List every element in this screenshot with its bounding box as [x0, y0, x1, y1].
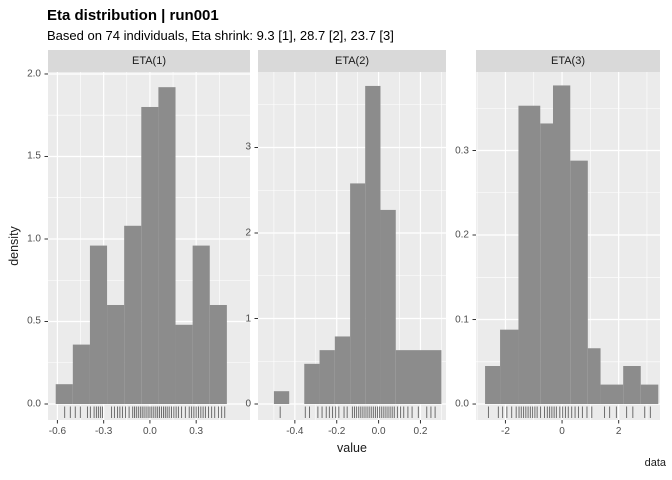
- y-tick-label: 0.0: [27, 398, 41, 410]
- histogram-bar: [55, 384, 73, 404]
- x-tick-label: 0.0: [142, 426, 157, 437]
- x-tick-label: 0: [559, 426, 565, 437]
- y-tick-label: 0.3: [455, 145, 469, 156]
- x-tick-label: 0.0: [371, 426, 386, 437]
- y-tick-label: 0.5: [27, 315, 41, 327]
- histogram-bar: [395, 350, 442, 404]
- y-tick-label: 0.0: [455, 398, 469, 410]
- histogram-bar: [518, 105, 541, 404]
- y-axis-title: density: [7, 226, 21, 266]
- histogram-bar: [124, 225, 142, 404]
- y-tick-label: 2: [245, 227, 251, 239]
- x-tick-label: 0.3: [189, 426, 204, 437]
- y-tick-label: 0.1: [455, 314, 469, 326]
- y-tick-label: 2.0: [27, 68, 41, 80]
- x-tick-label: 2: [615, 426, 622, 437]
- facet-strip-label: ETA(1): [131, 55, 167, 67]
- histogram-bar: [209, 304, 227, 404]
- x-tick-label: -2: [500, 426, 510, 437]
- y-tick-label: 1.5: [27, 150, 41, 162]
- chart-title: Eta distribution | run001: [47, 7, 219, 24]
- x-tick-label: 0.2: [413, 426, 428, 437]
- histogram-bar: [141, 106, 159, 404]
- histogram-bar: [273, 391, 290, 404]
- histogram-bar: [72, 344, 90, 404]
- histogram-bar: [570, 160, 588, 404]
- y-tick-label: 0: [245, 398, 251, 410]
- histogram-bar: [380, 209, 396, 404]
- histogram-bar: [600, 384, 624, 404]
- x-tick-label: -0.2: [328, 426, 346, 437]
- facet-strip-label: ETA(3): [550, 55, 586, 67]
- chart-caption: data: [644, 457, 666, 469]
- histogram-bar: [552, 85, 571, 405]
- histogram-bar: [350, 183, 366, 404]
- facet-strip-ETA(1): ETA(1): [48, 50, 250, 72]
- facet-strip-label: ETA(2): [334, 55, 370, 67]
- histogram-bar: [500, 329, 519, 404]
- chart-subtitle: Based on 74 individuals, Eta shrink: 9.3…: [47, 28, 394, 43]
- histogram-bar: [304, 363, 320, 404]
- histogram-bar: [587, 348, 601, 404]
- y-tick-label: 1: [245, 313, 251, 324]
- histogram-bar: [540, 123, 553, 405]
- facet-strip-ETA(3): ETA(3): [476, 50, 660, 72]
- histogram-bar: [107, 304, 125, 404]
- histogram-bar: [623, 366, 641, 404]
- x-tick-label: -0.3: [95, 426, 113, 437]
- x-tick-label: -0.4: [286, 426, 304, 437]
- histogram-bar: [640, 384, 659, 404]
- histogram-bar: [158, 87, 176, 404]
- histogram-bar: [192, 245, 210, 404]
- y-tick-label: 1.0: [27, 233, 41, 245]
- y-tick-label: 0.2: [455, 229, 469, 241]
- histogram-bar: [89, 245, 108, 404]
- y-tick-label: 3: [245, 141, 251, 153]
- histogram-bar: [319, 350, 335, 404]
- x-axis-title: value: [337, 441, 367, 455]
- histogram-bar: [365, 85, 381, 404]
- facet-strip-ETA(2): ETA(2): [258, 50, 446, 72]
- histogram-bar: [485, 366, 501, 404]
- histogram-bar: [334, 336, 351, 404]
- histogram-bar: [175, 324, 193, 404]
- x-tick-label: -0.6: [48, 426, 67, 437]
